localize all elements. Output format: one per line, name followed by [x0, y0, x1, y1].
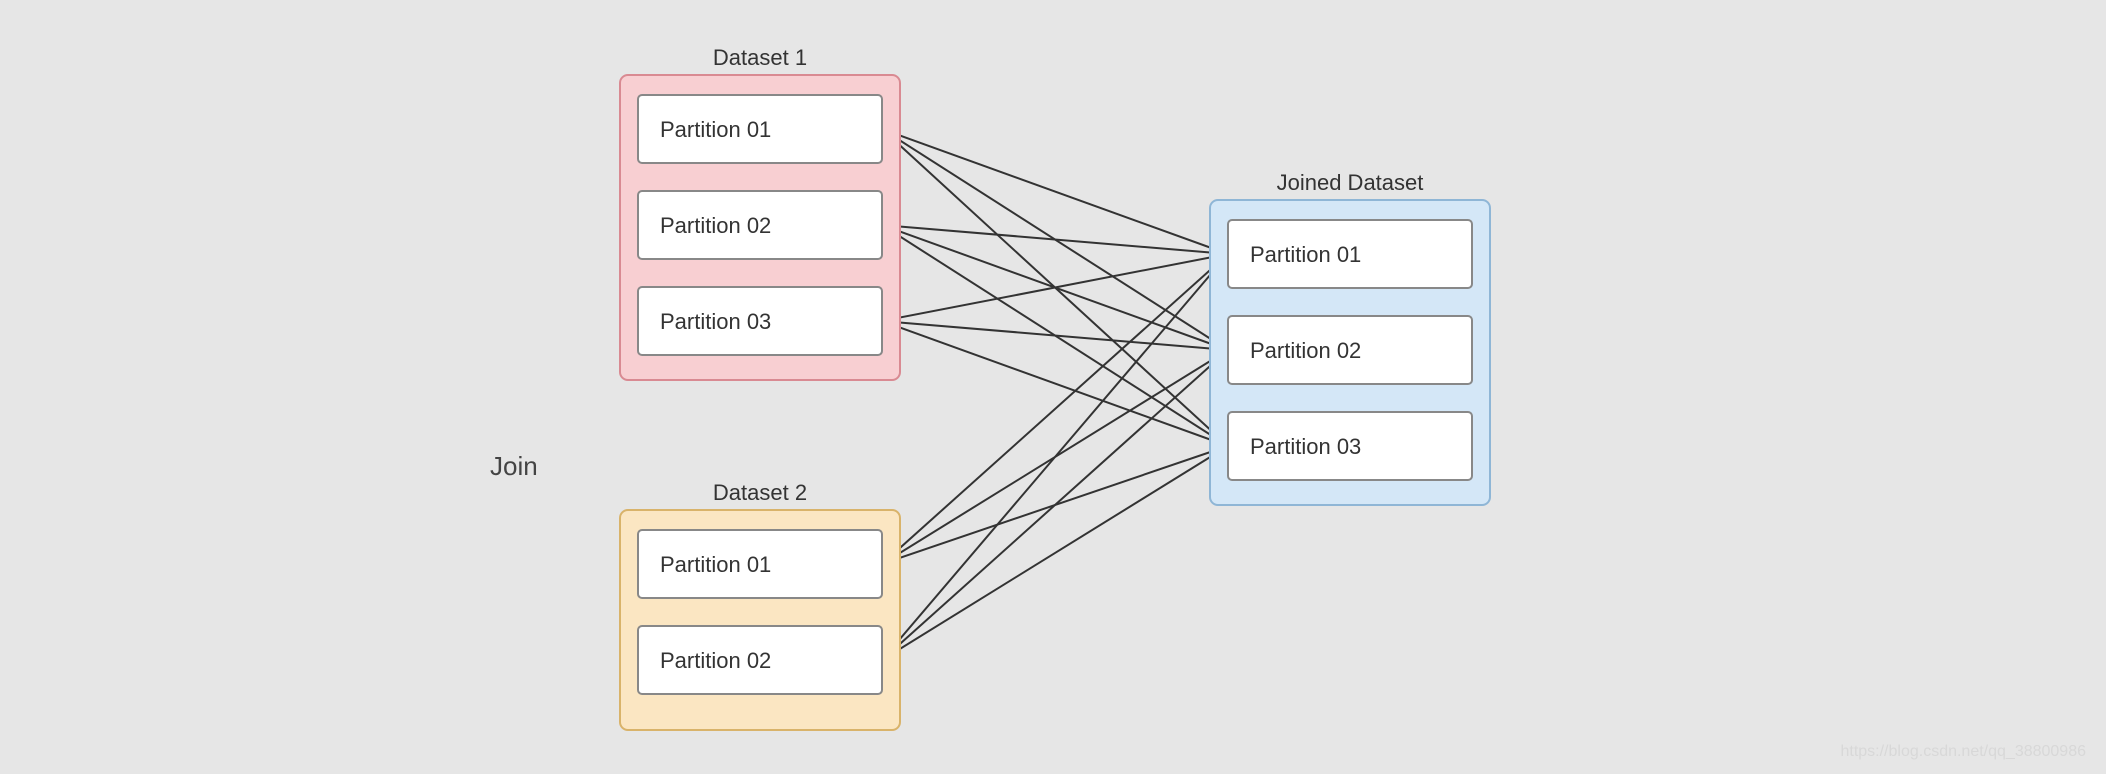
- canvas-background: [0, 0, 2106, 774]
- ds2-partition-0-label: Partition 01: [660, 552, 771, 577]
- ds1-title: Dataset 1: [713, 45, 807, 70]
- out-partition-0-label: Partition 01: [1250, 242, 1361, 267]
- out-partition-2-label: Partition 03: [1250, 434, 1361, 459]
- join-label: Join: [490, 451, 538, 481]
- ds2-partition-1-label: Partition 02: [660, 648, 771, 673]
- ds2-title: Dataset 2: [713, 480, 807, 505]
- watermark: https://blog.csdn.net/qq_38800986: [1840, 743, 2086, 760]
- out-partition-1-label: Partition 02: [1250, 338, 1361, 363]
- ds1-partition-0-label: Partition 01: [660, 117, 771, 142]
- out-title: Joined Dataset: [1277, 170, 1424, 195]
- ds1-partition-1-label: Partition 02: [660, 213, 771, 238]
- ds1-partition-2-label: Partition 03: [660, 309, 771, 334]
